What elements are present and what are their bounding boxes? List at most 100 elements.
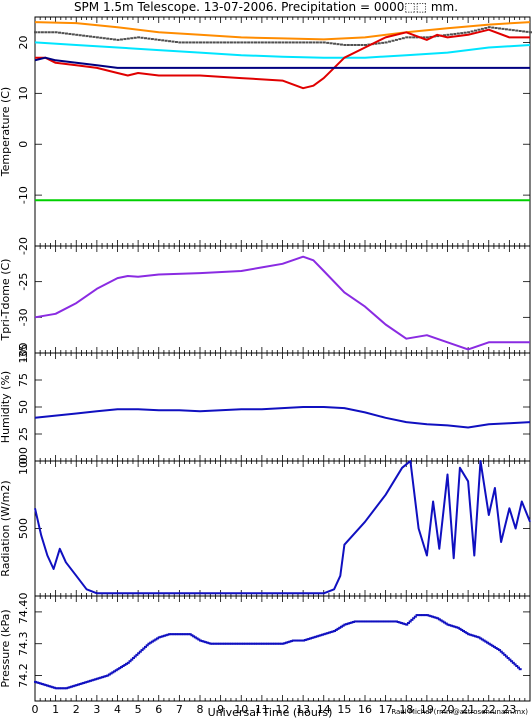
data-point: [389, 620, 393, 623]
data-point: [460, 32, 464, 35]
data-point: [278, 642, 282, 645]
x-tick-label: 4: [114, 703, 121, 716]
data-point: [202, 640, 206, 643]
data-point: [40, 31, 44, 34]
data-point: [80, 682, 84, 685]
data-point: [37, 681, 41, 684]
data-point: [116, 38, 120, 41]
data-point: [296, 639, 300, 642]
data-point: [446, 33, 450, 36]
data-point: [480, 27, 484, 30]
x-tick-label: 12: [276, 703, 290, 716]
data-point: [291, 41, 295, 44]
data-point: [47, 31, 51, 34]
data-point: [307, 637, 311, 640]
data-point: [302, 639, 306, 642]
data-point: [147, 37, 151, 40]
y-tick-label: 100: [17, 343, 30, 364]
data-point: [515, 665, 519, 667]
y-tick-label: 500: [17, 518, 30, 539]
data-point: [135, 653, 139, 656]
data-point: [346, 622, 350, 625]
data-point: [357, 43, 361, 46]
data-point: [443, 621, 447, 624]
x-tick-label: 9: [217, 703, 224, 716]
y-tick-label: -30: [17, 308, 30, 326]
data-point: [147, 642, 151, 645]
data-point: [257, 41, 261, 44]
data-point: [453, 32, 457, 35]
data-point: [388, 40, 392, 43]
data-point: [130, 37, 134, 40]
x-tick-label: 20: [441, 703, 455, 716]
data-point: [408, 36, 412, 39]
data-point: [152, 639, 156, 642]
data-point: [525, 30, 529, 33]
series-line: [34, 56, 530, 69]
data-point: [181, 633, 185, 636]
series-line: [34, 21, 531, 41]
data-point: [284, 41, 288, 44]
data-point: [245, 642, 249, 645]
data-point: [162, 634, 166, 637]
data-point: [362, 620, 366, 623]
y-tick-label: 0: [17, 458, 30, 465]
y-tick-label: 1000: [17, 447, 30, 475]
data-point: [317, 634, 321, 637]
x-tick-label: 22: [482, 703, 496, 716]
data-point: [89, 35, 92, 38]
data-point: [458, 627, 462, 630]
data-point: [156, 637, 160, 640]
data-point: [284, 641, 288, 644]
data-point: [106, 37, 110, 40]
data-point: [73, 684, 77, 687]
data-point: [510, 660, 514, 663]
data-point: [90, 679, 94, 682]
data-point: [381, 41, 385, 44]
data-point: [185, 633, 189, 636]
data-point: [484, 640, 488, 643]
y-tick-label: 74.4: [17, 600, 30, 625]
data-point: [474, 29, 477, 32]
chart-title: SPM 1.5m Telescope. 13-07-2006. Precipit…: [74, 0, 458, 14]
data-point: [276, 642, 280, 645]
data-point: [195, 41, 199, 44]
x-tick-label: 21: [461, 703, 475, 716]
data-point: [188, 633, 192, 636]
y-tick-label: 74.3: [17, 631, 30, 656]
x-tick-label: 18: [399, 703, 413, 716]
y-tick-label: -20: [17, 237, 30, 255]
data-point: [494, 27, 498, 30]
data-point: [61, 32, 65, 35]
data-point: [174, 633, 178, 636]
data-point: [338, 626, 342, 629]
data-point: [424, 614, 428, 617]
data-point: [114, 669, 118, 672]
data-point: [254, 41, 257, 44]
data-point: [321, 633, 325, 636]
y-tick-label: 50: [17, 400, 30, 414]
data-point: [247, 41, 251, 44]
data-point: [315, 41, 319, 44]
data-point: [264, 642, 268, 645]
data-point: [274, 642, 278, 645]
data-point: [211, 642, 215, 645]
data-point: [42, 683, 46, 686]
data-point: [181, 41, 185, 44]
series-line: [35, 28, 530, 90]
data-point: [278, 41, 282, 44]
data-point: [310, 636, 314, 639]
data-point: [358, 620, 362, 623]
data-point: [157, 636, 161, 639]
data-point: [159, 635, 163, 638]
data-point: [58, 687, 62, 690]
data-point: [487, 26, 491, 29]
data-point: [123, 38, 127, 41]
data-point: [247, 642, 251, 645]
data-point: [305, 638, 309, 641]
data-point: [353, 43, 357, 46]
data-point: [346, 43, 350, 46]
data-point: [168, 40, 172, 43]
data-point: [183, 633, 187, 636]
data-point: [484, 27, 488, 30]
